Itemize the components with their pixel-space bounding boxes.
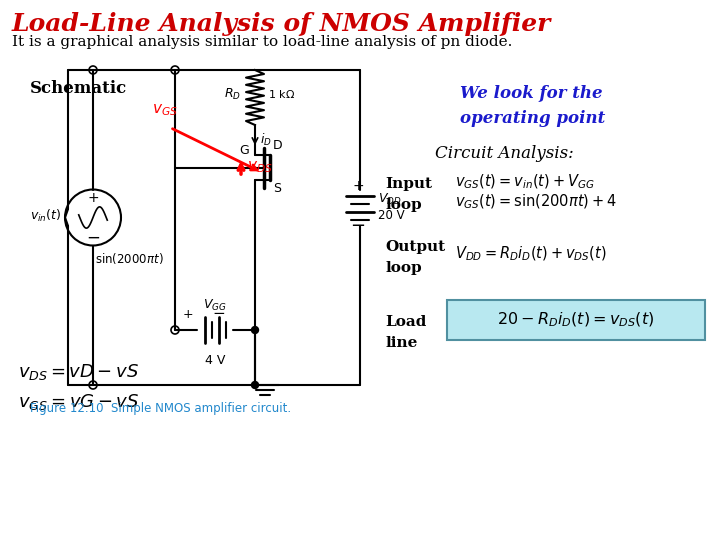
Text: S: S [273,182,281,195]
Text: $v_{GS}(t) = v_{in}(t) + V_{GG}$: $v_{GS}(t) = v_{in}(t) + V_{GG}$ [455,173,595,191]
Text: $V_{GG}$: $V_{GG}$ [203,298,227,313]
Text: Load-Line Analysis of NMOS Amplifier: Load-Line Analysis of NMOS Amplifier [12,12,552,36]
Text: We look for the
operating point: We look for the operating point [460,85,606,127]
Circle shape [251,381,258,388]
Text: +: + [352,179,364,192]
Text: 4 V: 4 V [204,354,225,367]
Bar [447,300,705,340]
Text: Circuit Analysis:: Circuit Analysis: [435,145,574,162]
Text: It is a graphical analysis similar to load-line analysis of pn diode.: It is a graphical analysis similar to lo… [12,35,513,49]
Text: $V_{DD} = R_D i_D(t) + v_{DS}(t)$: $V_{DD} = R_D i_D(t) + v_{DS}(t)$ [455,245,606,264]
Text: Input
loop: Input loop [385,177,432,212]
Text: sin(2000$\pi t$): sin(2000$\pi t$) [95,251,163,266]
Text: Figure 12.10  Simple NMOS amplifier circuit.: Figure 12.10 Simple NMOS amplifier circu… [30,402,291,415]
Text: $i_D$: $i_D$ [260,132,271,148]
Text: 20 V: 20 V [378,209,405,222]
Text: 1 k$\Omega$: 1 k$\Omega$ [268,87,295,99]
Text: +: + [183,308,194,321]
Text: Schematic: Schematic [30,80,127,97]
Text: −: − [351,217,366,234]
Text: G: G [239,145,249,158]
Text: $v_{DS} = vD - vS$: $v_{DS} = vD - vS$ [18,362,139,382]
Text: $v_{DS}$: $v_{DS}$ [247,160,273,176]
Text: $v_{GS} = vG - vS$: $v_{GS} = vG - vS$ [18,392,139,412]
Text: D: D [273,139,283,152]
Text: $v_{in}(t)$: $v_{in}(t)$ [30,207,61,224]
Circle shape [251,327,258,334]
Text: +: + [87,191,99,205]
Text: −: − [212,306,225,321]
Text: $V_{DD}$: $V_{DD}$ [378,192,402,207]
Text: $v_{GS}(t) = \sin(200\pi t) + 4$: $v_{GS}(t) = \sin(200\pi t) + 4$ [455,193,617,211]
Text: Output
loop: Output loop [385,240,445,275]
Text: −: − [86,228,100,246]
Text: Load
line: Load line [385,315,426,349]
Text: $R_D$: $R_D$ [224,87,241,102]
Text: $v_{GS}$: $v_{GS}$ [152,102,178,118]
Text: $20 - R_D i_D(t) = v_{DS}(t)$: $20 - R_D i_D(t) = v_{DS}(t)$ [498,311,654,329]
